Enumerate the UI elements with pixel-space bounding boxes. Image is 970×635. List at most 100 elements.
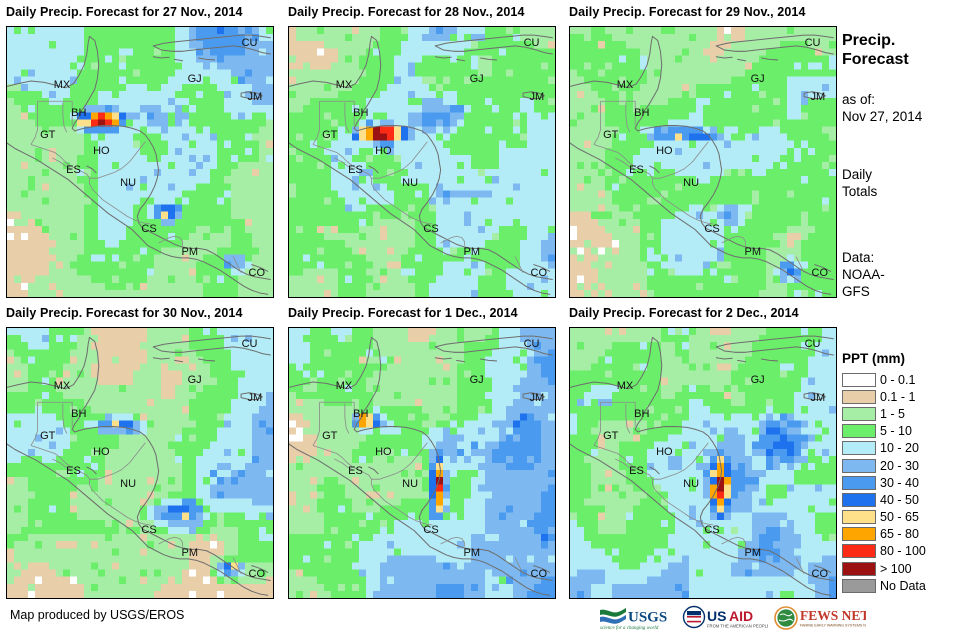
legend-swatch-11 bbox=[842, 561, 876, 576]
map-label-gj: GJ bbox=[750, 72, 765, 85]
sidebar-data-line1: NOAA- bbox=[842, 267, 885, 282]
sidebar-heading-line2: Forecast bbox=[842, 51, 909, 68]
panel-title-1: Daily Precip. Forecast for 27 Nov., 2014 bbox=[6, 5, 243, 19]
legend-row-7: 40 - 50 bbox=[842, 491, 926, 508]
panel-title-3: Daily Precip. Forecast for 29 Nov., 2014 bbox=[569, 5, 806, 19]
legend-swatch-3 bbox=[842, 424, 876, 439]
map-label-jm: JM bbox=[529, 91, 545, 104]
map-panel-6[interactable]: MX BH GT HO ES NU CS PM CO CU GJ JM bbox=[569, 327, 837, 599]
map-label-nu: NU bbox=[683, 176, 700, 189]
map-label-ho: HO bbox=[375, 445, 392, 458]
map-label-cu: CU bbox=[523, 36, 540, 49]
map-label-co: CO bbox=[530, 267, 548, 280]
legend-label-10: 80 - 100 bbox=[880, 544, 926, 559]
map-label-nu: NU bbox=[683, 477, 700, 490]
legend-label-6: 30 - 40 bbox=[880, 475, 919, 490]
map-label-mx: MX bbox=[53, 380, 71, 393]
legend-swatch-12 bbox=[842, 578, 876, 593]
map-label-gj: GJ bbox=[187, 373, 202, 386]
map-label-mx: MX bbox=[616, 380, 634, 393]
panel-title-5: Daily Precip. Forecast for 1 Dec., 2014 bbox=[288, 306, 518, 320]
legend-row-1: 0.1 - 1 bbox=[842, 388, 926, 405]
map-label-ho: HO bbox=[375, 144, 392, 157]
map-label-gt: GT bbox=[322, 129, 338, 142]
legend-swatch-8 bbox=[842, 510, 876, 525]
legend-label-0: 0 - 0.1 bbox=[880, 372, 916, 387]
map-label-es: ES bbox=[66, 465, 81, 478]
footer-credit: Map produced by USGS/EROS bbox=[10, 608, 185, 622]
map-label-jm: JM bbox=[529, 392, 545, 405]
map-label-gj: GJ bbox=[750, 373, 765, 386]
map-label-nu: NU bbox=[402, 176, 419, 189]
map-label-bh: BH bbox=[71, 107, 87, 120]
legend-label-12: No Data bbox=[880, 578, 926, 593]
map-label-cs: CS bbox=[423, 523, 439, 536]
map-label-pm: PM bbox=[181, 246, 199, 259]
sidebar-totals-line2: Totals bbox=[842, 184, 878, 199]
map-label-cs: CS bbox=[141, 222, 157, 235]
map-label-cs: CS bbox=[141, 523, 157, 536]
legend-swatch-6 bbox=[842, 475, 876, 490]
map-label-pm: PM bbox=[463, 246, 481, 259]
legend-swatch-9 bbox=[842, 527, 876, 542]
legend-label-8: 50 - 65 bbox=[880, 510, 919, 525]
map-label-cs: CS bbox=[704, 222, 720, 235]
legend-label-11: > 100 bbox=[880, 561, 912, 576]
map-label-gt: GT bbox=[40, 430, 56, 443]
map-label-nu: NU bbox=[120, 176, 137, 189]
map-label-es: ES bbox=[348, 164, 363, 177]
map-label-mx: MX bbox=[616, 79, 634, 92]
legend-row-12: No Data bbox=[842, 577, 926, 594]
svg-text:science for a changing world: science for a changing world bbox=[600, 626, 659, 631]
map-label-pm: PM bbox=[181, 547, 199, 560]
legend-row-4: 10 - 20 bbox=[842, 440, 926, 457]
sidebar-data-label: Data: bbox=[842, 250, 875, 265]
map-label-mx: MX bbox=[53, 79, 71, 92]
map-label-gt: GT bbox=[603, 430, 619, 443]
map-label-cs: CS bbox=[704, 523, 720, 536]
legend-row-6: 30 - 40 bbox=[842, 474, 926, 491]
map-label-ho: HO bbox=[656, 445, 673, 458]
map-panel-3[interactable]: MX BH GT HO ES NU CS PM CO CU GJ JM bbox=[569, 26, 837, 298]
map-label-mx: MX bbox=[335, 380, 353, 393]
svg-text:US: US bbox=[707, 608, 726, 624]
legend-label-3: 5 - 10 bbox=[880, 424, 912, 439]
legend-row-3: 5 - 10 bbox=[842, 423, 926, 440]
map-label-jm: JM bbox=[810, 91, 826, 104]
svg-text:USGS: USGS bbox=[628, 610, 667, 626]
map-panel-5[interactable]: MX BH GT HO ES NU CS PM CO CU GJ JM bbox=[288, 327, 556, 599]
map-panel-1[interactable]: MX BH GT HO ES NU CS PM CO CU GJ JM bbox=[6, 26, 274, 298]
legend-label-9: 65 - 80 bbox=[880, 527, 919, 542]
map-label-gt: GT bbox=[40, 129, 56, 142]
legend-swatch-0 bbox=[842, 372, 876, 387]
svg-text:FAMINE EARLY WARNING SYSTEMS N: FAMINE EARLY WARNING SYSTEMS NETWORK bbox=[800, 624, 866, 628]
svg-text:AID: AID bbox=[729, 608, 753, 624]
map-label-pm: PM bbox=[744, 547, 762, 560]
legend: PPT (mm) 0 - 0.1 0.1 - 1 1 - 5 5 - 10 10 - 2… bbox=[842, 351, 926, 594]
map-panel-2[interactable]: MX BH GT HO ES NU CS PM CO CU GJ JM bbox=[288, 26, 556, 298]
legend-row-2: 1 - 5 bbox=[842, 405, 926, 422]
map-label-co: CO bbox=[248, 568, 266, 581]
legend-swatch-1 bbox=[842, 389, 876, 404]
map-panel-4[interactable]: MX BH GT HO ES NU CS PM CO CU GJ JM bbox=[6, 327, 274, 599]
legend-row-8: 50 - 65 bbox=[842, 509, 926, 526]
map-label-pm: PM bbox=[744, 246, 762, 259]
legend-swatch-7 bbox=[842, 492, 876, 507]
sidebar-asof-date: Nov 27, 2014 bbox=[842, 109, 923, 124]
map-label-nu: NU bbox=[120, 477, 137, 490]
map-label-bh: BH bbox=[71, 408, 87, 421]
sidebar-heading-line1: Precip. bbox=[842, 32, 896, 49]
map-label-gj: GJ bbox=[469, 72, 484, 85]
map-label-gj: GJ bbox=[469, 373, 484, 386]
legend-label-4: 10 - 20 bbox=[880, 441, 919, 456]
map-label-es: ES bbox=[348, 465, 363, 478]
map-label-cu: CU bbox=[804, 337, 821, 350]
svg-text:FROM THE AMERICAN PEOPLE: FROM THE AMERICAN PEOPLE bbox=[707, 624, 768, 629]
map-label-bh: BH bbox=[634, 408, 650, 421]
map-label-co: CO bbox=[811, 568, 829, 581]
legend-label-2: 1 - 5 bbox=[880, 406, 906, 421]
legend-row-11: > 100 bbox=[842, 560, 926, 577]
map-label-cu: CU bbox=[241, 36, 258, 49]
map-label-co: CO bbox=[248, 267, 266, 280]
